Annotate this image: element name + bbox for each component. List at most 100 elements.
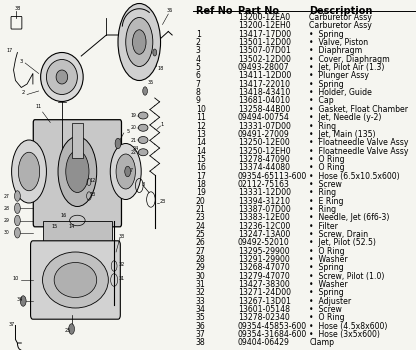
Text: 8: 8 [141, 182, 145, 187]
Text: •  Filter: • Filter [309, 222, 338, 231]
Text: 3: 3 [20, 59, 23, 64]
Text: 19: 19 [196, 188, 206, 197]
FancyBboxPatch shape [33, 120, 121, 227]
Ellipse shape [138, 124, 148, 131]
Text: 16: 16 [61, 213, 67, 218]
Text: 10: 10 [196, 105, 206, 114]
Text: •  Needle, Jet (6f6-3): • Needle, Jet (6f6-3) [309, 213, 389, 222]
Text: 5: 5 [126, 129, 129, 134]
Text: 21: 21 [131, 138, 136, 142]
Text: 13279-47070: 13279-47070 [238, 272, 290, 281]
Text: 22: 22 [131, 150, 136, 155]
Circle shape [143, 87, 147, 95]
Text: 23: 23 [196, 213, 206, 222]
Circle shape [133, 30, 146, 54]
Text: •  Spring: • Spring [309, 288, 344, 297]
Text: 32: 32 [119, 262, 125, 267]
Text: 28: 28 [196, 255, 206, 264]
Text: 13295-29900: 13295-29900 [238, 247, 290, 256]
Bar [72, 122, 83, 158]
Text: •  O Ring: • O Ring [309, 313, 345, 322]
Text: 13278-47090: 13278-47090 [238, 155, 290, 164]
FancyBboxPatch shape [30, 241, 120, 319]
Text: 25: 25 [64, 329, 71, 334]
Text: 8: 8 [196, 88, 201, 97]
Text: 13417-22010: 13417-22010 [238, 80, 290, 89]
Text: 13501-12D00: 13501-12D00 [238, 38, 291, 47]
Text: 13278-02340: 13278-02340 [238, 313, 290, 322]
Text: 25: 25 [196, 230, 206, 239]
Text: 31: 31 [119, 276, 125, 281]
Ellipse shape [138, 136, 148, 144]
Text: 13374-44080: 13374-44080 [238, 163, 290, 172]
Text: 28: 28 [4, 206, 10, 211]
Text: •  O Ring: • O Ring [309, 247, 345, 256]
Text: •  Floatneedle Valve Assy: • Floatneedle Valve Assy [309, 147, 409, 155]
Circle shape [18, 152, 40, 191]
Text: •  Jet, Pilot Air (1.3): • Jet, Pilot Air (1.3) [309, 63, 384, 72]
Text: Carburetor Assy: Carburetor Assy [309, 21, 372, 30]
Text: •  E Ring: • E Ring [309, 197, 344, 205]
Text: 09404-06429: 09404-06429 [238, 338, 290, 347]
Text: 13331-12D00: 13331-12D00 [238, 188, 291, 197]
Circle shape [15, 215, 20, 226]
Text: 7: 7 [130, 168, 133, 173]
Circle shape [116, 154, 136, 189]
Text: 17: 17 [7, 49, 13, 54]
Text: 09492-52010: 09492-52010 [238, 238, 290, 247]
Text: 4: 4 [196, 55, 201, 64]
Text: •  O Ring: • O Ring [309, 163, 345, 172]
Text: •  Plunger Assy: • Plunger Assy [309, 71, 369, 80]
Circle shape [126, 18, 153, 66]
Text: 34: 34 [196, 305, 206, 314]
Text: 2: 2 [22, 91, 25, 96]
Text: 13387-07D00: 13387-07D00 [238, 205, 291, 214]
Text: 11: 11 [196, 113, 206, 122]
Text: 14: 14 [69, 224, 75, 229]
Ellipse shape [138, 149, 148, 156]
Text: 13394-31210: 13394-31210 [238, 197, 290, 205]
Text: 13291-29900: 13291-29900 [238, 255, 290, 264]
Circle shape [58, 136, 97, 206]
Text: 13331-07D00: 13331-07D00 [238, 121, 291, 131]
Text: •  Screw, Pilot (1.0): • Screw, Pilot (1.0) [309, 272, 384, 281]
Text: •  Spring: • Spring [309, 80, 344, 89]
Text: •  Gasket, Float Chamber: • Gasket, Float Chamber [309, 105, 408, 114]
Text: 33: 33 [119, 234, 125, 239]
Text: 13: 13 [196, 130, 206, 139]
Text: 36: 36 [167, 8, 173, 13]
Text: Part No: Part No [238, 6, 279, 16]
Text: •  Spring: • Spring [309, 30, 344, 39]
Text: 16: 16 [196, 163, 206, 172]
Text: 35: 35 [148, 80, 154, 85]
Text: 13200-12EH0: 13200-12EH0 [238, 21, 291, 30]
Text: 13267-13D01: 13267-13D01 [238, 297, 291, 306]
Text: 17: 17 [196, 172, 206, 181]
Text: 13250-12E00: 13250-12E00 [238, 138, 290, 147]
Text: 1: 1 [196, 30, 201, 39]
Text: 10: 10 [12, 276, 19, 281]
Text: 23: 23 [159, 199, 166, 204]
Text: 12: 12 [90, 178, 96, 183]
Circle shape [153, 49, 157, 56]
Text: •  Jet, Pilot (52.5): • Jet, Pilot (52.5) [309, 238, 376, 247]
Text: 29: 29 [4, 218, 10, 223]
Text: 2: 2 [196, 38, 201, 47]
Text: 14: 14 [196, 147, 206, 155]
Text: •  Screw: • Screw [309, 180, 342, 189]
Text: 18: 18 [196, 180, 206, 189]
Circle shape [15, 203, 20, 214]
Text: 24: 24 [132, 147, 139, 152]
Text: 02112-75163: 02112-75163 [238, 180, 290, 189]
Circle shape [66, 150, 89, 193]
Text: 38: 38 [14, 7, 20, 12]
Text: 13258-44B00: 13258-44B00 [238, 105, 290, 114]
Text: 27: 27 [196, 247, 206, 256]
Circle shape [118, 4, 161, 80]
Text: 13236-12C00: 13236-12C00 [238, 222, 290, 231]
Text: •  Diaphragm: • Diaphragm [309, 47, 362, 55]
Text: 13247-13A00: 13247-13A00 [238, 230, 290, 239]
Text: •  Ring: • Ring [309, 121, 336, 131]
Text: 13502-12D00: 13502-12D00 [238, 55, 291, 64]
Text: •  Spring: • Spring [309, 263, 344, 272]
